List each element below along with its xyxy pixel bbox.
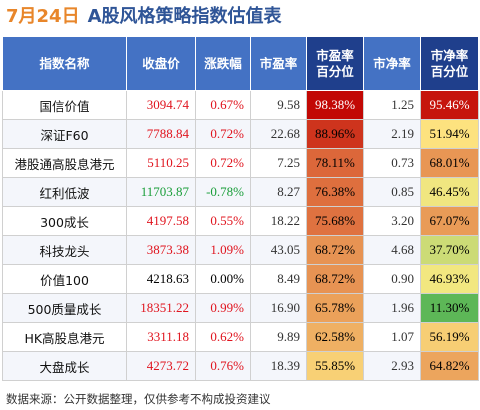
pe-cell: 43.05 <box>250 235 307 265</box>
close-price-cell: 3311.18 <box>126 322 196 352</box>
change-pct-cell: 0.72% <box>195 119 251 149</box>
close-price-cell: 3873.38 <box>126 235 196 265</box>
close-price-cell: 7788.84 <box>126 119 196 149</box>
close-price-cell: 11703.87 <box>126 177 196 207</box>
change-pct-cell: 0.62% <box>195 322 251 352</box>
index-name-cell: 价值100 <box>2 264 127 294</box>
table-row: 深证F60 7788.84 0.72% 22.68 88.96% 2.19 51.94% <box>2 119 479 149</box>
index-name-cell: 300成长 <box>2 206 127 236</box>
col-header-pe: 市盈率 <box>250 36 307 91</box>
source-note: 数据来源：公开数据整理，仅供参考不构成投资建议 <box>6 392 271 406</box>
pe-cell: 22.68 <box>250 119 307 149</box>
table-row: 大盘成长 4273.72 0.76% 18.39 55.85% 2.93 64.82% <box>2 351 479 381</box>
pb-cell: 3.20 <box>363 206 421 236</box>
pe-cell: 9.89 <box>250 322 307 352</box>
pe-percentile-cell: 78.11% <box>306 148 364 178</box>
close-price-cell: 4197.58 <box>126 206 196 236</box>
pb-cell: 2.19 <box>363 119 421 149</box>
col-header-close: 收盘价 <box>126 36 196 91</box>
index-name-cell: 500质量成长 <box>2 293 127 323</box>
change-pct-cell: -0.78% <box>195 177 251 207</box>
pb-cell: 1.96 <box>363 293 421 323</box>
pb-cell: 0.73 <box>363 148 421 178</box>
pb-percentile-cell: 51.94% <box>420 119 479 149</box>
pe-percentile-cell: 68.72% <box>306 235 364 265</box>
pe-cell: 8.27 <box>250 177 307 207</box>
page-title: 7月24日 A股风格策略指数估值表 <box>6 2 282 32</box>
change-pct-cell: 0.76% <box>195 351 251 381</box>
pe-percentile-cell: 55.85% <box>306 351 364 381</box>
col-header-name: 指数名称 <box>2 36 127 91</box>
change-pct-cell: 0.55% <box>195 206 251 236</box>
pb-cell: 0.85 <box>363 177 421 207</box>
pb-cell: 1.07 <box>363 322 421 352</box>
pe-percentile-cell: 76.38% <box>306 177 364 207</box>
pb-percentile-cell: 37.70% <box>420 235 479 265</box>
index-name-cell: 深证F60 <box>2 119 127 149</box>
index-name-cell: 港股通高股息港元 <box>2 148 127 178</box>
col-header-change: 涨跌幅 <box>195 36 251 91</box>
pe-cell: 7.25 <box>250 148 307 178</box>
change-pct-cell: 0.67% <box>195 90 251 120</box>
pb-cell: 0.90 <box>363 264 421 294</box>
col-header-pb: 市净率 <box>363 36 421 91</box>
change-pct-cell: 0.72% <box>195 148 251 178</box>
close-price-cell: 18351.22 <box>126 293 196 323</box>
pb-percentile-cell: 46.45% <box>420 177 479 207</box>
title-date: 7月24日 <box>6 6 80 27</box>
table-row: 国信价值 3094.74 0.67% 9.58 98.38% 1.25 95.46% <box>2 90 479 120</box>
table-row: 价值100 4218.63 0.00% 8.49 68.72% 0.90 46.93% <box>2 264 479 294</box>
pb-cell: 1.25 <box>363 90 421 120</box>
pe-cell: 16.90 <box>250 293 307 323</box>
pe-cell: 9.58 <box>250 90 307 120</box>
col-header-pb-percentile: 市净率 百分位 <box>420 36 479 91</box>
pe-percentile-cell: 98.38% <box>306 90 364 120</box>
change-pct-cell: 1.09% <box>195 235 251 265</box>
valuation-table: 指数名称 收盘价 涨跌幅 市盈率 市盈率 百分位 市净率 市净率 百分位 国信价… <box>2 36 479 381</box>
table-row: HK高股息港元 3311.18 0.62% 9.89 62.58% 1.07 56.19% <box>2 322 479 352</box>
pb-percentile-cell: 67.07% <box>420 206 479 236</box>
table-row: 红利低波 11703.87 -0.78% 8.27 76.38% 0.85 46.45% <box>2 177 479 207</box>
pe-percentile-cell: 68.72% <box>306 264 364 294</box>
index-name-cell: 国信价值 <box>2 90 127 120</box>
index-name-cell: 大盘成长 <box>2 351 127 381</box>
pb-percentile-cell: 56.19% <box>420 322 479 352</box>
index-name-cell: HK高股息港元 <box>2 322 127 352</box>
close-price-cell: 4273.72 <box>126 351 196 381</box>
pb-percentile-cell: 95.46% <box>420 90 479 120</box>
change-pct-cell: 0.99% <box>195 293 251 323</box>
table-row: 500质量成长 18351.22 0.99% 16.90 65.78% 1.96 11.30… <box>2 293 479 323</box>
table-row: 港股通高股息港元 5110.25 0.72% 7.25 78.11% 0.73 68.01% <box>2 148 479 178</box>
pb-percentile-cell: 64.82% <box>420 351 479 381</box>
col-header-pe-percentile: 市盈率 百分位 <box>306 36 364 91</box>
pe-cell: 18.22 <box>250 206 307 236</box>
title-text: A股风格策略指数估值表 <box>87 6 282 27</box>
index-name-cell: 科技龙头 <box>2 235 127 265</box>
pb-percentile-cell: 11.30% <box>420 293 479 323</box>
close-price-cell: 4218.63 <box>126 264 196 294</box>
pb-cell: 4.68 <box>363 235 421 265</box>
pe-percentile-cell: 88.96% <box>306 119 364 149</box>
pe-cell: 8.49 <box>250 264 307 294</box>
pb-percentile-cell: 68.01% <box>420 148 479 178</box>
close-price-cell: 5110.25 <box>126 148 196 178</box>
pe-percentile-cell: 65.78% <box>306 293 364 323</box>
pe-percentile-cell: 62.58% <box>306 322 364 352</box>
index-name-cell: 红利低波 <box>2 177 127 207</box>
close-price-cell: 3094.74 <box>126 90 196 120</box>
table-row: 科技龙头 3873.38 1.09% 43.05 68.72% 4.68 37.70% <box>2 235 479 265</box>
table-row: 300成长 4197.58 0.55% 18.22 75.68% 3.20 67.07% <box>2 206 479 236</box>
pb-cell: 2.93 <box>363 351 421 381</box>
change-pct-cell: 0.00% <box>195 264 251 294</box>
pe-cell: 18.39 <box>250 351 307 381</box>
pb-percentile-cell: 46.93% <box>420 264 479 294</box>
pe-percentile-cell: 75.68% <box>306 206 364 236</box>
table-body: 国信价值 3094.74 0.67% 9.58 98.38% 1.25 95.46% 深证F6… <box>2 90 479 381</box>
table-header-row: 指数名称 收盘价 涨跌幅 市盈率 市盈率 百分位 市净率 市净率 百分位 <box>2 36 479 91</box>
